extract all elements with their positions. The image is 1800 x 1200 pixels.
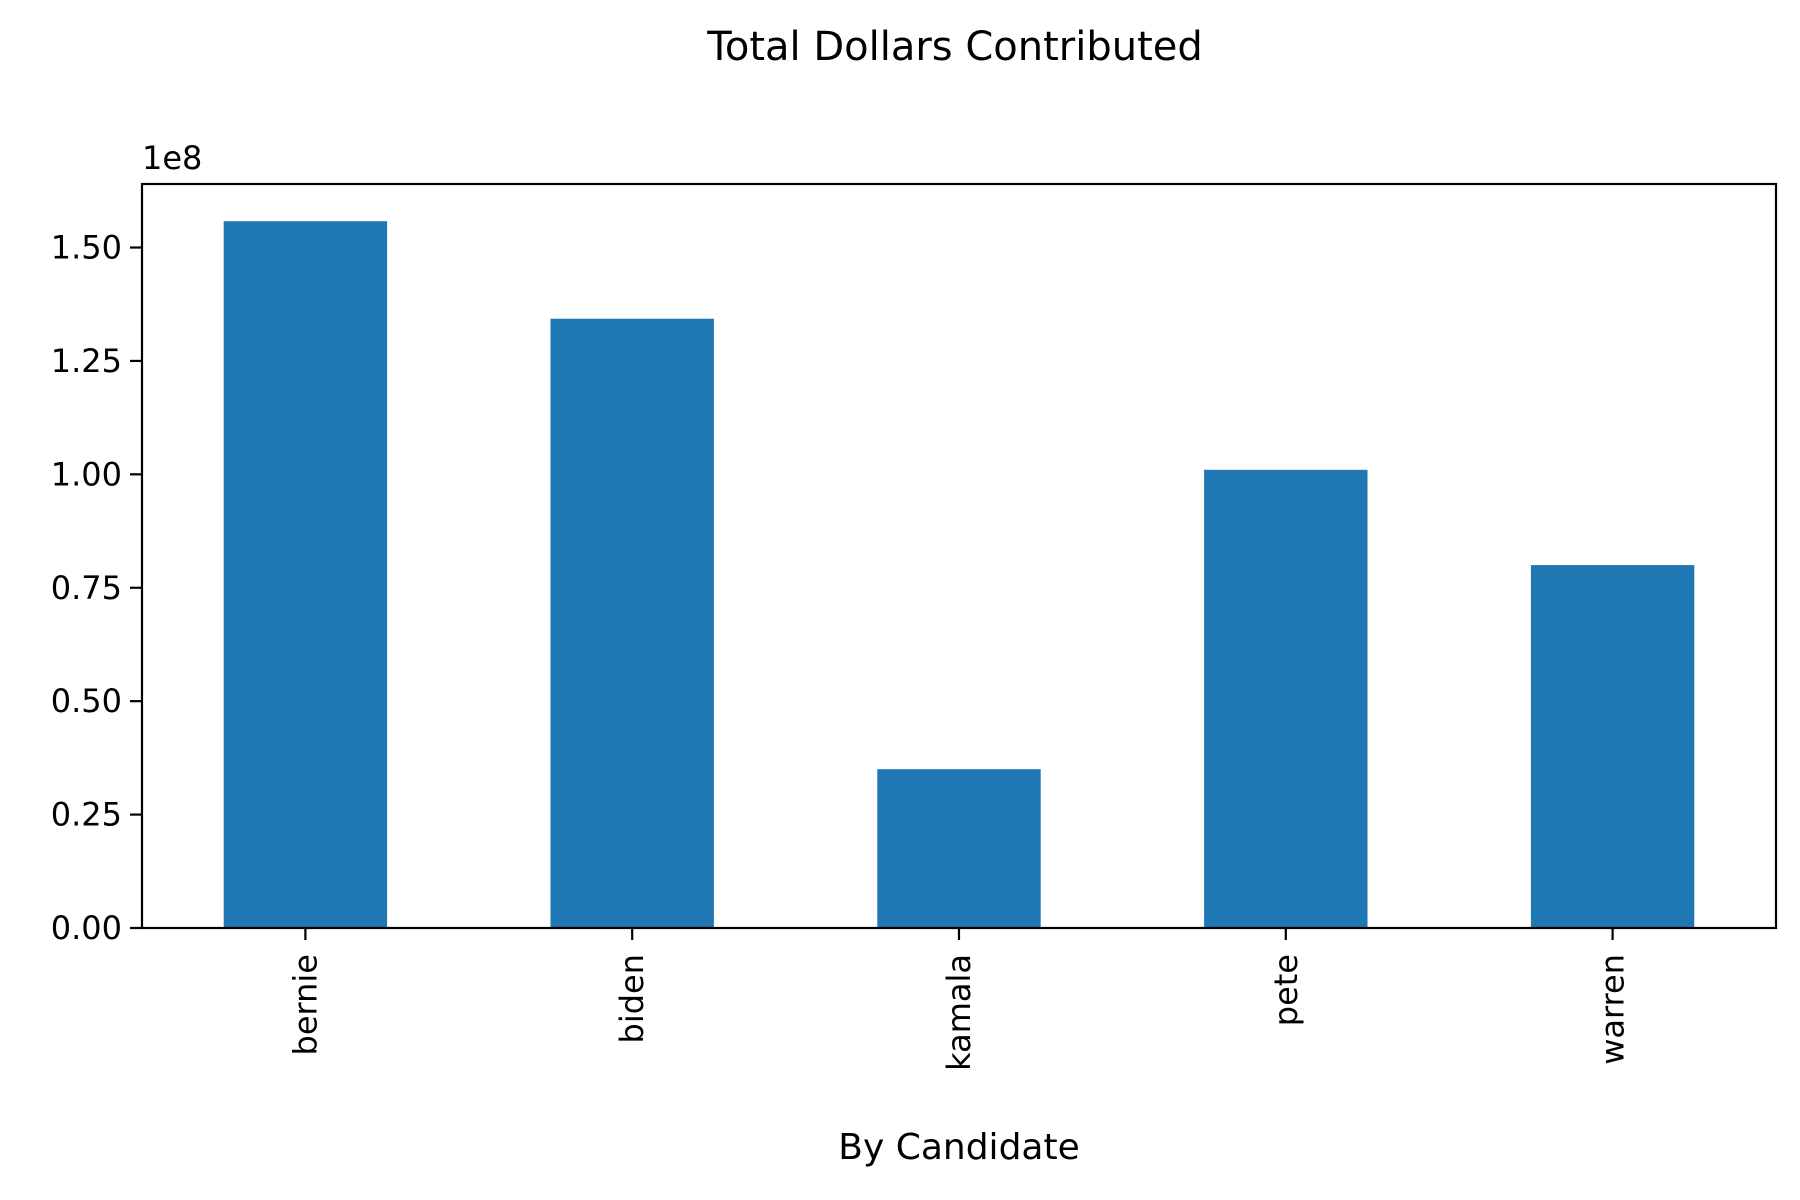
x-tick-label-pete: pete [1267,954,1305,1026]
x-tick-label-warren: warren [1594,954,1632,1065]
chart-title: Total Dollars Contributed [706,24,1203,70]
y-tick-label: 0.25 [51,796,122,834]
bar-pete [1204,469,1368,928]
y-axis: 0.00 0.25 0.50 0.75 1.00 1.25 1.50 [51,229,142,947]
bar-kamala [877,769,1041,928]
y-tick-label: 0.75 [51,569,122,607]
x-tick-label-biden: biden [613,954,651,1043]
y-tick-label: 1.50 [51,229,122,267]
bar-biden [550,318,714,928]
y-tick-label: 1.00 [51,455,122,493]
y-tick-label: 0.50 [51,682,122,720]
x-axis: bernie biden kamala pete warren [286,928,1632,1071]
y-tick-label: 0.00 [51,909,122,947]
plot-frame [140,182,1778,930]
bars-group [223,221,1695,928]
x-tick-label-bernie: bernie [286,954,324,1055]
x-tick-label-kamala: kamala [940,954,978,1071]
y-axis-offset-label: 1e8 [142,139,202,177]
x-axis-label: By Candidate [838,1127,1080,1168]
bar-warren [1530,565,1695,928]
y-tick-label: 1.25 [51,342,122,380]
bar-bernie [223,221,388,928]
